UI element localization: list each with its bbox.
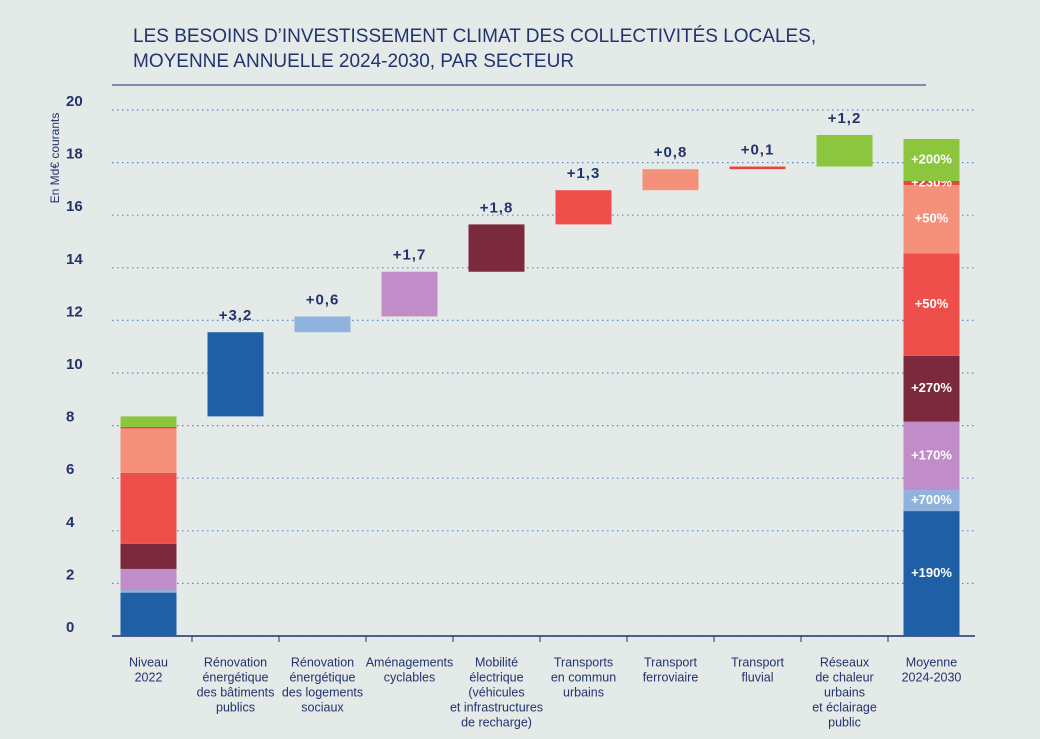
end-label: +170% (911, 447, 952, 462)
end-segment (903, 355, 960, 422)
end-segment (903, 490, 960, 512)
end-label: +50% (915, 296, 949, 311)
y-tick-label: 12 (66, 303, 83, 320)
change-label: +1,2 (828, 110, 862, 127)
x-tick-label: urbains (563, 685, 604, 699)
x-tick-label: des logements (282, 685, 363, 699)
x-tick-label: ferroviaire (643, 670, 699, 684)
change-bar (207, 332, 264, 417)
end-label: +200% (911, 151, 952, 166)
start-segment (120, 592, 177, 636)
y-tick-label: 14 (66, 251, 83, 268)
x-tick-label: 2022 (135, 670, 163, 684)
y-tick-label: 6 (66, 461, 74, 478)
change-bar (555, 190, 612, 225)
end-segment (903, 421, 960, 491)
chart-title-line: MOYENNE ANNUELLE 2024-2030, PAR SECTEUR (133, 51, 574, 72)
start-segment (120, 543, 177, 569)
start-segment (120, 589, 177, 593)
y-tick-label: 16 (66, 198, 83, 215)
x-tick-label: énergétique (202, 670, 268, 684)
change-label: +0,6 (306, 291, 340, 308)
x-tick-label: des bâtiments (197, 685, 275, 699)
x-tick-label: urbains (824, 685, 865, 699)
x-tick-label: Transport (731, 655, 785, 669)
x-tick-label: électrique (469, 670, 523, 684)
y-tick-label: 20 (66, 93, 83, 110)
change-label: +3,2 (219, 307, 253, 324)
y-tick-label: 10 (66, 356, 83, 373)
change-bar (294, 316, 351, 333)
end-label: +700% (911, 492, 952, 507)
start-segment (120, 472, 177, 544)
x-tick-label: 2024-2030 (902, 670, 962, 684)
end-label: +270% (911, 380, 952, 395)
x-tick-label: (véhicules (468, 685, 524, 699)
x-tick-label: énergétique (289, 670, 355, 684)
x-tick-label: fluvial (742, 670, 774, 684)
change-label: +0,1 (741, 142, 775, 159)
change-label: +1,3 (567, 165, 601, 182)
end-segment (903, 184, 960, 254)
change-bar (816, 134, 873, 167)
end-label: +50% (915, 211, 949, 226)
x-tick-label: Niveau (129, 655, 168, 669)
chart-title-line: LES BESOINS D’INVESTISSEMENT CLIMAT DES … (133, 26, 816, 47)
end-segment (903, 253, 960, 356)
end-segment (903, 511, 960, 636)
y-tick-label: 8 (66, 409, 74, 426)
x-tick-label: Rénovation (204, 655, 267, 669)
change-label: +1,8 (480, 199, 514, 216)
x-tick-label: Moyenne (906, 655, 957, 669)
start-segment (120, 568, 177, 590)
x-tick-label: de chaleur (815, 670, 873, 684)
y-tick-label: 18 (66, 146, 83, 163)
x-tick-label: et éclairage (812, 700, 877, 714)
x-tick-label: Transports (554, 655, 613, 669)
change-bar (381, 271, 438, 317)
start-segment (120, 426, 177, 429)
x-tick-label: Aménagements (366, 655, 454, 669)
start-segment (120, 428, 177, 473)
change-bar (642, 169, 699, 191)
x-tick-label: Mobilité (475, 655, 518, 669)
x-tick-label: en commun (551, 670, 616, 684)
y-tick-label: 0 (66, 619, 74, 636)
change-label: +1,7 (393, 247, 427, 264)
x-tick-label: public (828, 715, 861, 729)
y-tick-label: 2 (66, 566, 74, 583)
change-label: +0,8 (654, 144, 688, 161)
y-tick-label: 4 (66, 514, 75, 531)
x-tick-label: Réseaux (820, 655, 870, 669)
x-tick-label: de recharge) (461, 715, 532, 729)
change-bar (468, 224, 525, 272)
x-tick-label: cyclables (384, 670, 435, 684)
x-tick-label: sociaux (301, 700, 344, 714)
x-tick-label: publics (216, 700, 255, 714)
x-tick-label: et infrastructures (450, 700, 543, 714)
end-segment (903, 138, 960, 182)
start-segment (120, 416, 177, 427)
y-axis-label: En Md€ courants (48, 113, 62, 204)
end-segment (903, 181, 960, 185)
x-tick-label: Rénovation (291, 655, 354, 669)
change-bar (729, 166, 786, 170)
x-tick-label: Transport (644, 655, 698, 669)
end-label: +190% (911, 565, 952, 580)
